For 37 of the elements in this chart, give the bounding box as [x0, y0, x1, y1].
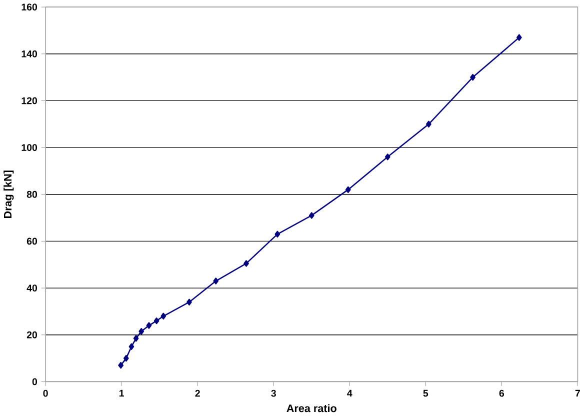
point: [213, 278, 219, 285]
x-tick-label: 3: [271, 390, 276, 397]
x-tick-label: 4: [347, 390, 352, 397]
x-tick-label: 6: [499, 390, 504, 397]
x-tick-label: 5: [423, 390, 428, 397]
x-tick-label: 1: [119, 390, 124, 397]
x-tick-label: 2: [195, 390, 200, 397]
point: [128, 343, 134, 350]
point: [154, 318, 160, 324]
y-tick-label: 120: [22, 97, 38, 104]
point: [146, 322, 152, 329]
y-tick-label: 160: [22, 4, 38, 11]
y-tick-label: 0: [32, 378, 38, 386]
y-tick-label: 40: [26, 284, 38, 292]
point: [470, 74, 476, 81]
y-tick-label: 60: [26, 238, 38, 245]
y-tick-label: 100: [22, 144, 38, 152]
point: [345, 186, 351, 194]
point: [133, 335, 139, 342]
y-axis-title: Drag [kN]: [4, 170, 14, 218]
point: [160, 312, 166, 320]
point: [516, 34, 522, 41]
y-tick-label: 80: [26, 191, 38, 198]
point: [308, 212, 314, 219]
x-tick-label: 0: [43, 390, 48, 397]
point: [274, 230, 280, 238]
y-tick-label: 20: [26, 332, 38, 338]
point: [138, 328, 144, 335]
y-tick-label: 140: [22, 50, 38, 58]
x-axis-title: Area ratio: [286, 404, 336, 412]
point: [384, 154, 390, 160]
point: [426, 120, 432, 128]
point: [186, 298, 192, 306]
point: [123, 355, 129, 362]
point: [244, 260, 249, 267]
point: [118, 362, 124, 369]
x-tick-label: 7: [575, 390, 580, 397]
